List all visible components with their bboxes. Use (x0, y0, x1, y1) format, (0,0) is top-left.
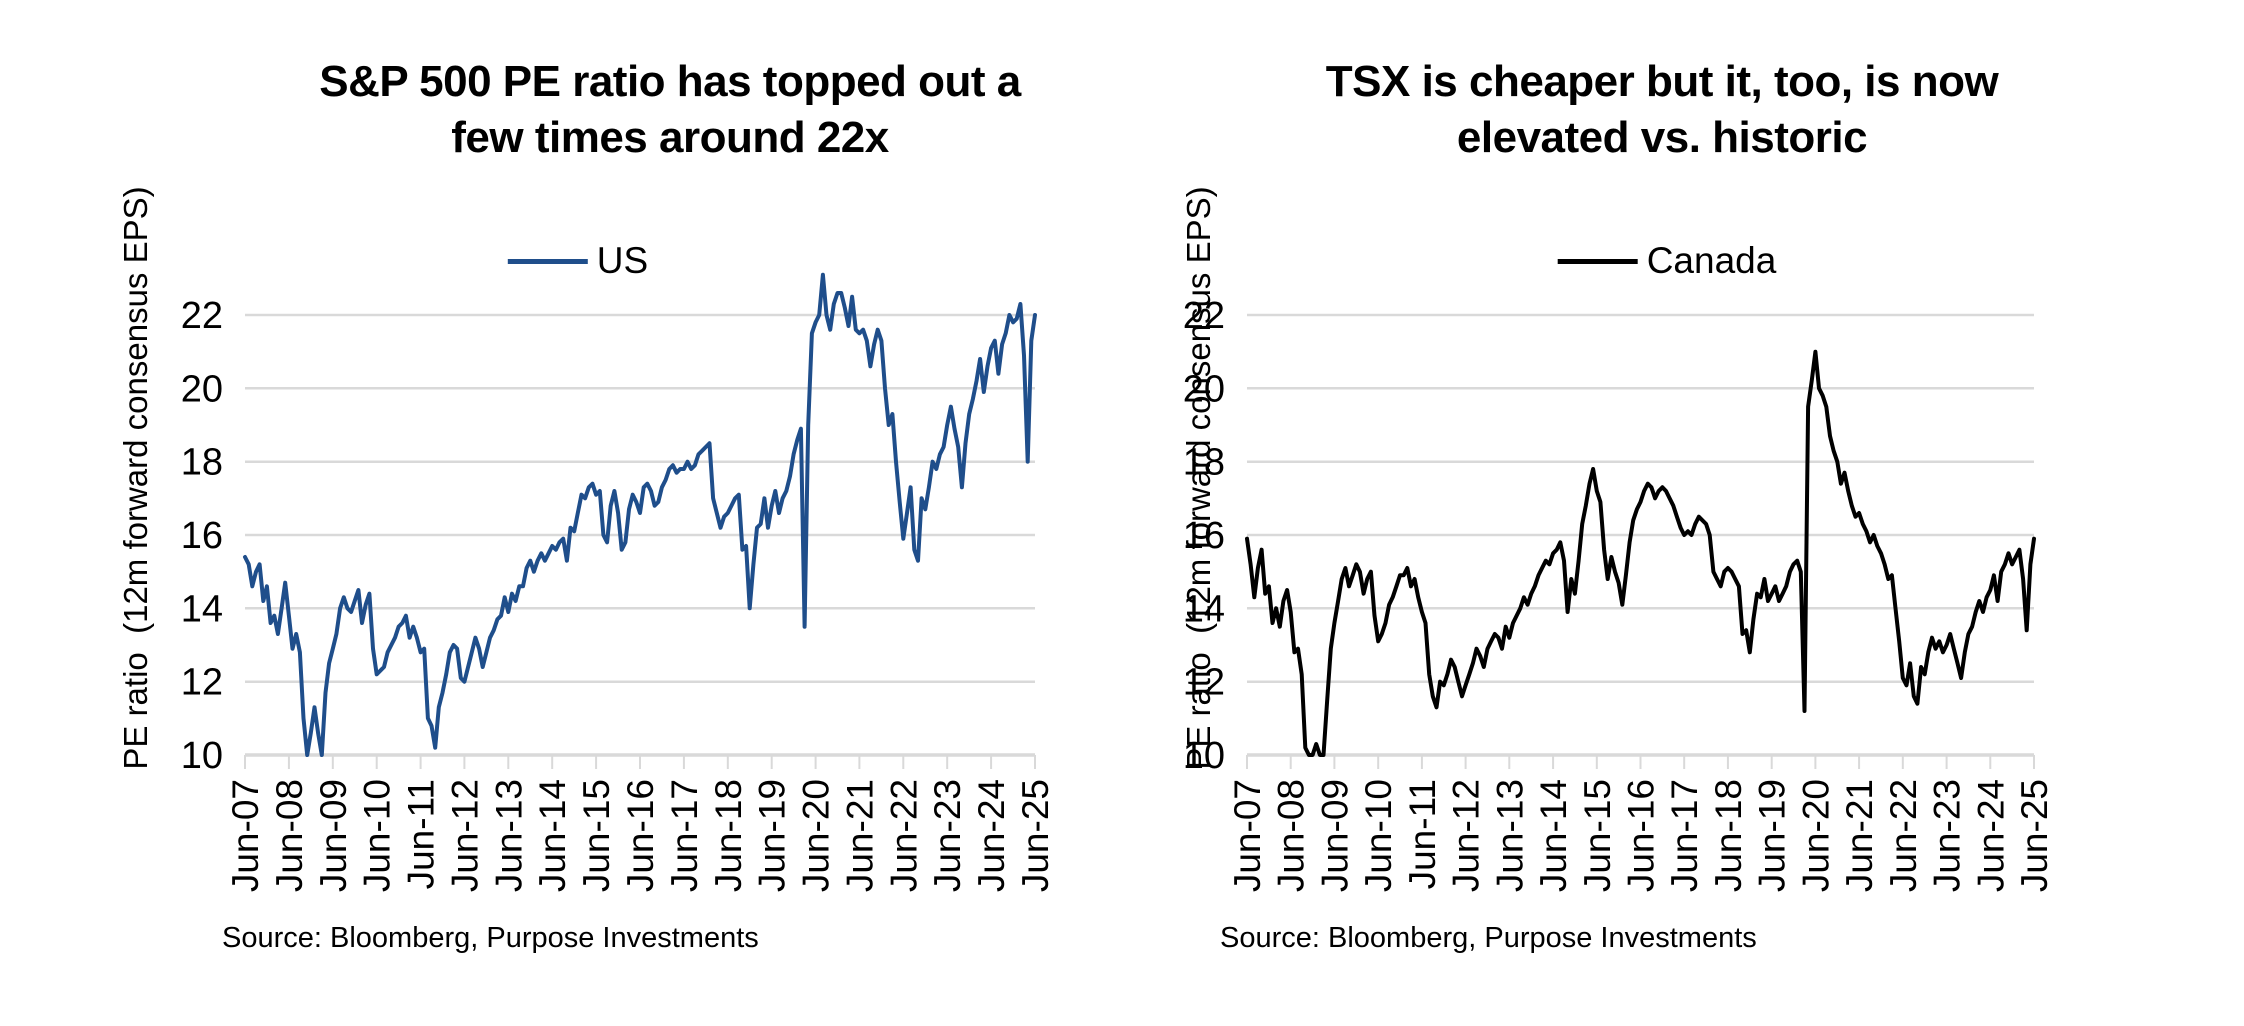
chart-title-line2: elevated vs. historic (1456, 112, 1868, 162)
x-tick-label: Jun-12 (1446, 779, 1487, 892)
y-tick-label: 10 (1183, 735, 1225, 777)
y-tick-label: 16 (181, 515, 223, 557)
x-tick-label: Jun-08 (1271, 779, 1312, 892)
x-tick-label: Jun-11 (401, 779, 442, 889)
chart-panel-canada: TSX is cheaper but it, too, is now elevat… (1122, 0, 2244, 1026)
x-tick-label: Jun-20 (796, 779, 837, 892)
y-tick-label: 18 (181, 442, 223, 484)
x-tick-label: Jun-23 (927, 779, 968, 892)
y-tick-label: 14 (1183, 588, 1225, 630)
y-tick-label: 18 (1183, 442, 1225, 484)
chart-panel-us: S&P 500 PE ratio has topped out a few tim… (117, 54, 1056, 954)
x-tick-label: Jun-16 (1621, 779, 1662, 892)
x-tick-label: Jun-22 (1883, 779, 1924, 892)
y-tick-label: 12 (181, 662, 223, 704)
x-tick-label: Jun-21 (1839, 779, 1880, 892)
x-tick-label: Jun-24 (971, 779, 1012, 892)
y-tick-label: 16 (1183, 515, 1225, 557)
y-tick-label: 20 (181, 368, 223, 410)
x-tick-label: Jun-09 (1314, 779, 1355, 892)
legend-line-swatch (507, 258, 588, 264)
y-tick-label: 22 (1183, 295, 1225, 337)
x-tick-label: Jun-24 (1970, 779, 2011, 892)
legend: Canada (1557, 240, 1777, 282)
x-tick-label: Jun-23 (1927, 779, 1968, 892)
x-tick-label: Jun-25 (2014, 779, 2055, 892)
y-tick-label: 14 (181, 588, 223, 630)
legend-line-swatch (1557, 258, 1638, 264)
plot-area: Jun-07 Jun-08 Jun-09 Jun-10 Jun-11 Jun-12 Jun-… (181, 272, 1056, 892)
x-tick-label: Jun-14 (1533, 779, 1574, 892)
x-tick-label: Jun-22 (883, 779, 924, 892)
x-tick-label: Jun-16 (620, 779, 661, 892)
legend-label: Canada (1646, 240, 1777, 281)
data-line-us (243, 272, 1037, 757)
x-tick-label: Jun-15 (576, 779, 617, 892)
chart-title: S&P 500 PE ratio has topped out a few tim… (319, 54, 1021, 166)
chart-title-line1: TSX is cheaper but it, too, is now (1325, 57, 1999, 106)
plot-area: Jun-07 Jun-08 Jun-09 Jun-10 Jun-11 Jun-12 Jun-… (1183, 295, 2055, 892)
x-tick-label: Jun-07 (1227, 779, 1268, 892)
x-tick-label: Jun-11 (1402, 779, 1443, 889)
x-tick-label: Jun-18 (1708, 779, 1749, 892)
x-tick-label: Jun-21 (839, 779, 880, 892)
x-tick-label: Jun-13 (1489, 779, 1530, 892)
x-tick-label: Jun-19 (752, 779, 793, 892)
x-tick-label: Jun-07 (225, 779, 266, 892)
chart-title: TSX is cheaper but it, too, is now elevat… (1325, 54, 1999, 166)
x-tick-label: Jun-17 (664, 779, 705, 892)
x-tick-label: Jun-10 (1358, 779, 1399, 892)
y-tick-label: 12 (1183, 662, 1225, 704)
y-tick-label: 22 (181, 295, 223, 337)
x-tick-label: Jun-15 (1577, 779, 1618, 892)
chart-title-line1: S&P 500 PE ratio has topped out a (319, 57, 1021, 106)
legend-label: US (596, 240, 649, 281)
x-tick-label: Jun-20 (1795, 779, 1836, 892)
x-tick-label: Jun-09 (313, 779, 354, 892)
x-tick-label: Jun-17 (1664, 779, 1705, 892)
x-tick-label: Jun-19 (1752, 779, 1793, 892)
x-tick-label: Jun-10 (357, 779, 398, 892)
source-note: Source: Bloomberg, Purpose Investments (1220, 922, 1757, 954)
x-tick-label: Jun-13 (488, 779, 529, 892)
y-tick-label: 10 (181, 735, 223, 777)
chart-title-line2: few times around 22x (451, 112, 889, 162)
source-note: Source: Bloomberg, Purpose Investments (222, 922, 759, 954)
x-tick-label: Jun-08 (269, 779, 310, 892)
x-tick-label: Jun-12 (444, 779, 485, 892)
x-tick-label: Jun-18 (708, 779, 749, 892)
legend: US (507, 240, 649, 282)
x-tick-label: Jun-14 (532, 779, 573, 892)
data-line-canada (1245, 349, 2036, 757)
x-tick-label: Jun-25 (1015, 779, 1056, 892)
y-tick-label: 20 (1183, 368, 1225, 410)
